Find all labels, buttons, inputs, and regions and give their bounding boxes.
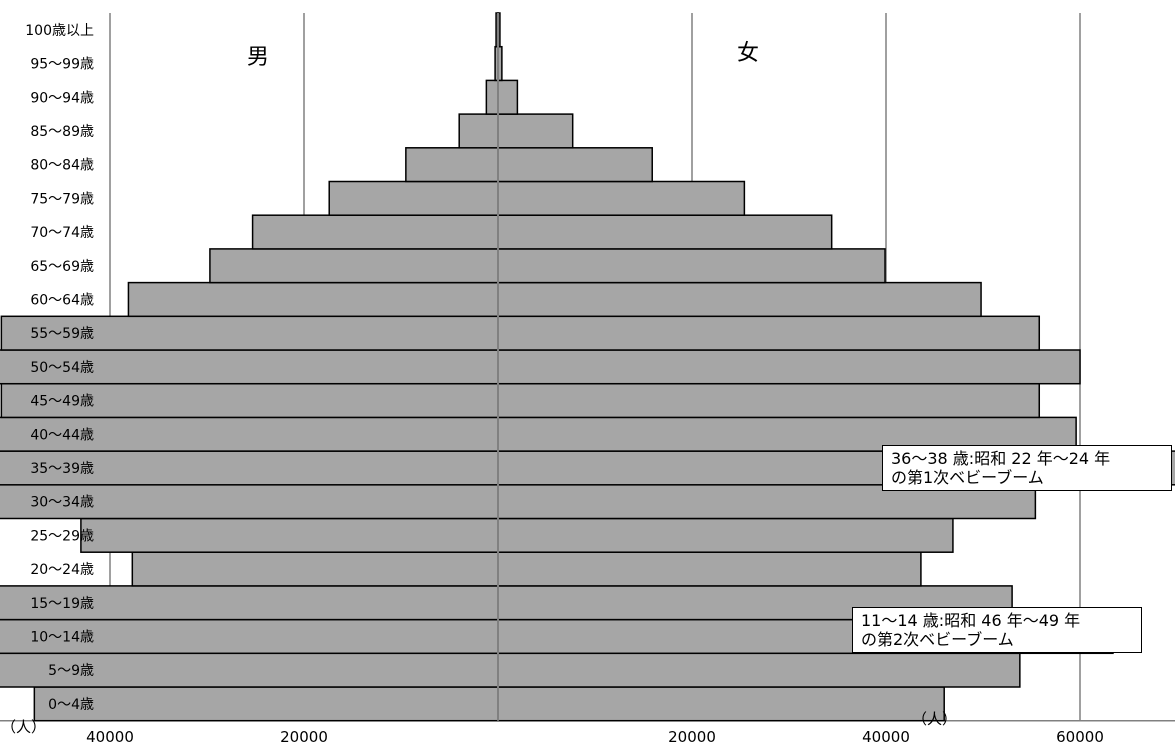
age-label-2: 10～14歳 <box>30 629 94 645</box>
bar-male-16 <box>405 147 499 183</box>
age-label-5: 25～29歳 <box>30 528 94 544</box>
age-label-15: 75～79歳 <box>30 191 94 207</box>
age-label-20: 100歳以上 <box>25 23 94 39</box>
bar-male-5 <box>80 517 499 553</box>
bar-female-16 <box>497 147 653 183</box>
age-label-6: 30～34歳 <box>30 495 94 511</box>
bar-female-12 <box>497 281 982 318</box>
bar-male-8 <box>0 416 499 452</box>
bar-male-3 <box>0 585 499 621</box>
bar-female-5 <box>497 517 954 553</box>
bar-male-9 <box>0 382 499 419</box>
annotation-first-line2: の第1次ベビーブーム <box>891 468 1044 487</box>
bar-female-13 <box>497 248 886 284</box>
bar-male-13 <box>209 248 499 284</box>
x-tick-right-2: 60000 <box>1056 728 1104 746</box>
bar-female-10 <box>497 349 1081 385</box>
bar-male-4 <box>131 551 499 587</box>
age-label-14: 70～74歳 <box>30 225 94 241</box>
female-label: 女 <box>737 41 759 66</box>
age-label-12: 60～64歳 <box>30 292 94 308</box>
age-label-4: 20～24歳 <box>30 562 94 578</box>
bar-male-15 <box>328 180 499 216</box>
unit-label-right: （人） <box>912 710 957 728</box>
bar-female-17 <box>497 113 574 149</box>
annotation-first-line1: 36～38 歳:昭和 22 年～24 年 <box>891 449 1111 468</box>
age-label-7: 35～39歳 <box>30 461 94 477</box>
annotation-second-line2: の第2次ベビーブーム <box>861 630 1014 649</box>
age-label-17: 85～89歳 <box>30 124 94 140</box>
age-label-3: 15～19歳 <box>30 596 94 612</box>
bar-female-11 <box>497 315 1041 351</box>
bar-female-14 <box>497 214 833 250</box>
age-label-8: 40～44歳 <box>30 427 94 443</box>
unit-label-left: （人） <box>1 718 46 736</box>
bar-male-18 <box>485 79 499 115</box>
male-label: 男 <box>247 45 269 70</box>
annotation-second-line1: 11～14 歳:昭和 46 年～49 年 <box>861 611 1081 630</box>
age-group-labels: 0～4歳 5～9歳 10～14歳 15～19歳 20～24歳 25～29歳 30～34歳 35… <box>25 23 94 713</box>
bar-male-0 <box>33 686 499 722</box>
bar-male-14 <box>251 214 499 250</box>
age-label-9: 45～49歳 <box>30 394 94 410</box>
bar-female-15 <box>497 180 746 216</box>
age-label-11: 55～59歳 <box>30 326 94 342</box>
age-label-10: 50～54歳 <box>30 360 94 376</box>
x-tick-right-0: 20000 <box>668 728 716 746</box>
x-tick-right-1: 40000 <box>862 728 910 746</box>
x-tick-left-2: 40000 <box>86 728 134 746</box>
annotation-second-baby-boom: 11～14 歳:昭和 46 年～49 年 の第2次ベビーブーム <box>852 607 1142 653</box>
bar-male-17 <box>458 113 499 149</box>
bar-male-12 <box>127 281 499 318</box>
annotation-first-baby-boom: 36～38 歳:昭和 22 年～24 年 の第1次ベビーブーム <box>882 445 1172 491</box>
age-label-18: 90～94歳 <box>30 90 94 106</box>
age-label-19: 95～99歳 <box>30 57 94 73</box>
x-tick-left-3: 20000 <box>280 728 328 746</box>
bar-female-0 <box>497 686 945 722</box>
bar-female-18 <box>497 79 519 115</box>
age-label-1: 5～9歳 <box>48 663 94 679</box>
bar-female-4 <box>497 551 922 587</box>
age-label-13: 65～69歳 <box>30 259 94 275</box>
age-label-0: 0～4歳 <box>48 697 94 713</box>
bar-female-9 <box>497 382 1041 419</box>
x-tick-labels: 8000060000400002000020000400006000080000 <box>86 728 1104 746</box>
bar-female-1 <box>497 652 1021 688</box>
age-label-16: 80～84歳 <box>30 158 94 174</box>
